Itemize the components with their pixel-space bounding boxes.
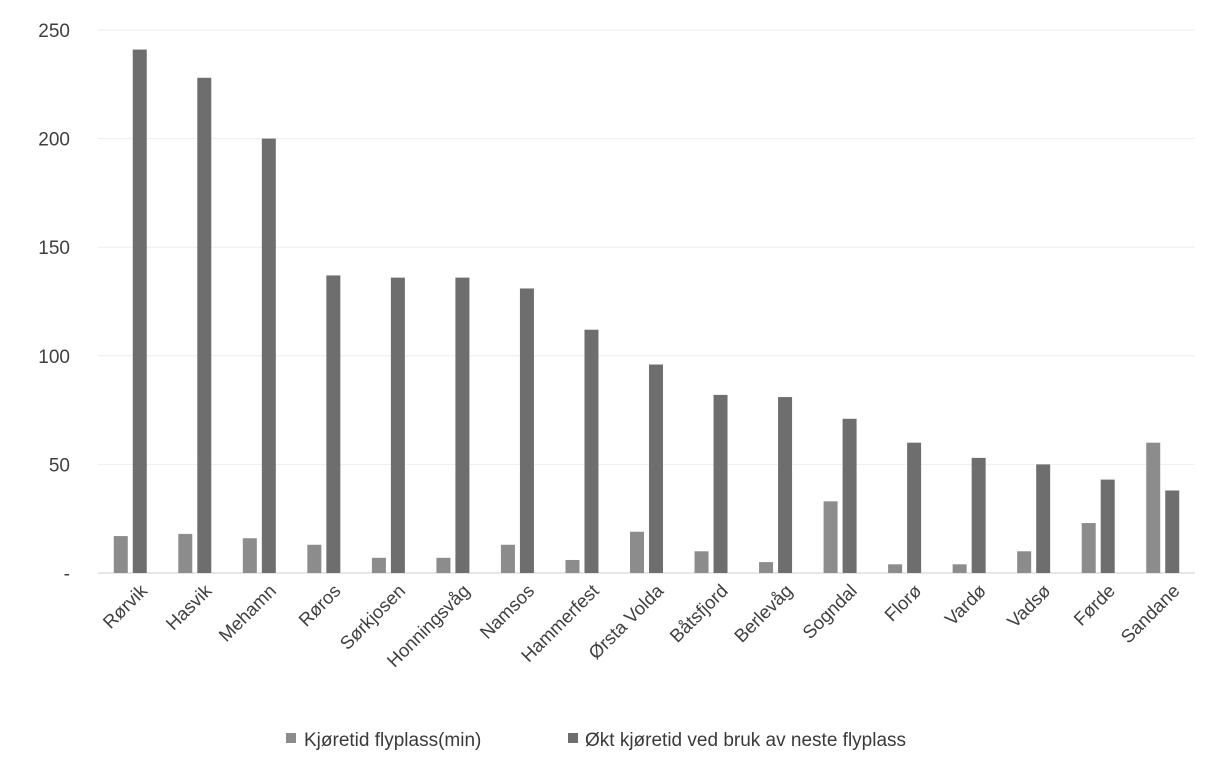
- bar-series-1-15: [1081, 523, 1096, 573]
- x-tick-label: Hasvik: [162, 579, 217, 634]
- y-tick-label: 200: [38, 130, 70, 151]
- legend-swatch-series-2: [568, 733, 578, 743]
- bar-series-2-16: [1165, 490, 1180, 573]
- bar-series-1-0: [113, 536, 128, 573]
- bar-series-1-2: [242, 538, 257, 573]
- x-tick-label: Namsos: [475, 580, 538, 643]
- bar-series-2-15: [1100, 479, 1115, 573]
- bar-series-2-6: [519, 288, 534, 573]
- x-tick-label: Vardø: [940, 580, 990, 630]
- x-tick-label: Røros: [294, 580, 344, 630]
- legend-swatch-series-1: [286, 733, 296, 743]
- x-tick-label: Berlevåg: [730, 580, 796, 646]
- y-tick-label: 150: [38, 238, 70, 259]
- bar-series-1-14: [1017, 551, 1032, 573]
- y-tick-label: 250: [38, 21, 70, 42]
- bar-series-1-4: [371, 557, 386, 573]
- bar-series-2-14: [1036, 464, 1051, 573]
- bar-series-2-3: [326, 275, 341, 573]
- y-tick-label: 50: [49, 455, 70, 476]
- bar-series-1-12: [888, 564, 903, 573]
- bar-series-1-8: [630, 531, 644, 573]
- bar-series-2-2: [261, 138, 276, 573]
- bar-series-2-9: [713, 394, 728, 573]
- legend: Kjøretid flyplass(min) Økt kjøretid ved …: [286, 730, 906, 751]
- bar-series-2-1: [197, 77, 212, 573]
- bar-series-1-7: [565, 559, 580, 573]
- x-tick-label: Mehamn: [214, 580, 280, 646]
- bar-series-1-13: [952, 564, 967, 573]
- bar-series-2-5: [455, 277, 470, 573]
- bar-series-2-8: [649, 364, 663, 573]
- y-axis: - 50 100 150 200 250: [38, 21, 1195, 585]
- bars: [113, 49, 1180, 574]
- bar-series-1-10: [759, 562, 774, 573]
- bar-series-2-0: [132, 49, 147, 574]
- x-tick-label: Rørvik: [98, 579, 151, 632]
- gridlines: [98, 29, 1195, 465]
- bar-series-1-9: [694, 551, 709, 573]
- x-tick-label: Sandane: [1116, 580, 1183, 647]
- x-tick-label: Båtsfjord: [665, 580, 731, 646]
- bar-series-2-12: [907, 442, 922, 573]
- bar-series-2-11: [842, 418, 857, 573]
- x-tick-label: Vadsø: [1003, 580, 1055, 632]
- bar-series-1-16: [1146, 442, 1161, 573]
- bar-series-2-4: [390, 277, 405, 573]
- legend-label-series-2: Økt kjøretid ved bruk av neste flyplass: [585, 730, 906, 751]
- legend-label-series-1: Kjøretid flyplass(min): [304, 730, 481, 751]
- bar-series-1-6: [500, 544, 515, 573]
- bar-series-1-3: [307, 544, 322, 573]
- bar-series-2-7: [584, 329, 599, 573]
- bar-series-2-13: [971, 457, 986, 573]
- bar-series-2-10: [778, 397, 793, 573]
- bar-series-1-1: [178, 533, 193, 573]
- x-tick-label: Florø: [880, 580, 925, 625]
- y-tick-label: 100: [38, 347, 70, 368]
- y-tick-label: -: [64, 564, 70, 585]
- x-tick-label: Sogndal: [798, 580, 861, 643]
- bar-series-1-5: [436, 557, 451, 573]
- bar-series-1-11: [823, 501, 838, 573]
- x-tick-label: Førde: [1069, 580, 1119, 630]
